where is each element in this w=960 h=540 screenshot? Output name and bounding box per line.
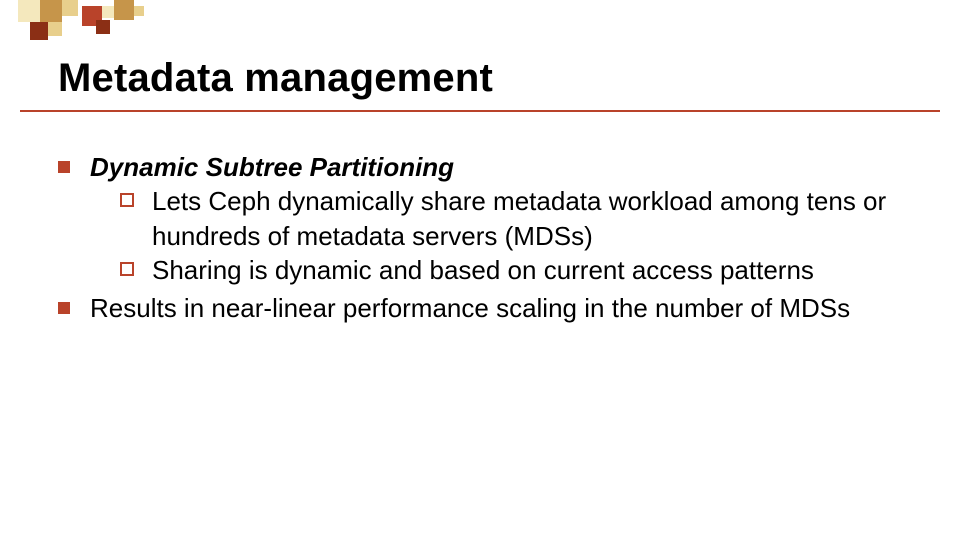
square-bullet-icon (58, 302, 70, 314)
deco-square (18, 0, 40, 22)
deco-square (114, 0, 134, 20)
bullet-text: Lets Ceph dynamically share metadata wor… (152, 186, 886, 250)
deco-square (48, 22, 62, 36)
hollow-bullet-icon (120, 262, 134, 276)
bullet-level2: Lets Ceph dynamically share metadata wor… (90, 184, 920, 253)
slide-title: Metadata management (58, 56, 493, 101)
deco-square (30, 22, 48, 40)
deco-square (62, 0, 78, 16)
bullet-level1: Results in near-linear performance scali… (58, 291, 920, 325)
bullet-text: Sharing is dynamic and based on current … (152, 255, 814, 285)
hollow-bullet-icon (120, 193, 134, 207)
deco-square (40, 0, 62, 22)
deco-square (134, 6, 144, 16)
bullet-text: Results in near-linear performance scali… (90, 293, 850, 323)
deco-square (96, 20, 110, 34)
bullet-emphasis: Dynamic Subtree Partitioning (90, 152, 454, 182)
bullet-level1: Dynamic Subtree Partitioning Lets Ceph d… (58, 150, 920, 287)
deco-square (102, 6, 114, 18)
bullet-level2: Sharing is dynamic and based on current … (90, 253, 920, 287)
slide: Metadata management Dynamic Subtree Part… (0, 0, 960, 540)
square-bullet-icon (58, 161, 70, 173)
title-underline (20, 110, 940, 112)
slide-body: Dynamic Subtree Partitioning Lets Ceph d… (58, 150, 920, 330)
